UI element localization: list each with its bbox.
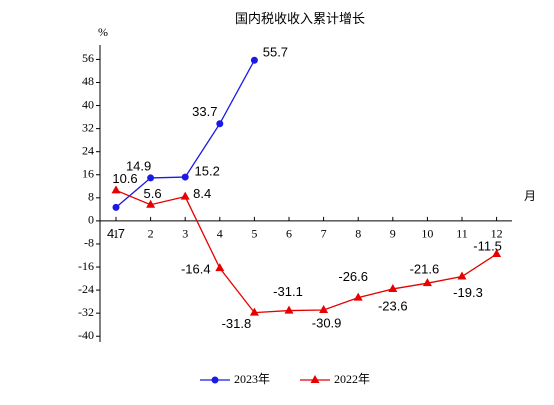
y-tick-label: 56 <box>82 51 94 65</box>
data-label: 10.6 <box>112 171 137 186</box>
point <box>112 203 120 211</box>
point <box>249 307 259 316</box>
point <box>388 283 398 292</box>
y-tick-label: 24 <box>82 143 94 157</box>
y-tick-label: -16 <box>78 259 94 273</box>
data-label: 55.7 <box>263 45 288 60</box>
x-axis-label: 月 <box>524 189 536 203</box>
x-tick-label: 12 <box>491 227 503 241</box>
x-tick-label: 5 <box>251 227 257 241</box>
y-tick-label: 40 <box>82 97 94 111</box>
point <box>146 199 156 208</box>
point <box>353 292 363 301</box>
data-label: -23.6 <box>378 298 408 313</box>
y-tick-label: 32 <box>82 120 94 134</box>
data-label: -31.8 <box>222 316 252 331</box>
x-tick-label: 3 <box>182 227 188 241</box>
data-label: -21.6 <box>410 262 440 277</box>
y-tick-label: -8 <box>84 236 94 250</box>
y-axis-label: % <box>98 25 108 39</box>
data-label: 14.9 <box>126 158 151 173</box>
y-tick-label: 16 <box>82 167 94 181</box>
point <box>250 56 258 64</box>
x-tick-label: 6 <box>286 227 292 241</box>
point <box>111 185 121 194</box>
y-tick-label: 8 <box>88 190 94 204</box>
x-tick-label: 2 <box>148 227 154 241</box>
point <box>216 120 224 128</box>
legend-label: 2023年 <box>234 372 270 386</box>
x-tick-label: 1 <box>113 227 119 241</box>
x-tick-label: 9 <box>390 227 396 241</box>
point <box>180 191 190 200</box>
point <box>319 304 329 313</box>
point <box>284 305 294 314</box>
data-label: -16.4 <box>181 262 211 277</box>
data-label: -19.3 <box>453 285 483 300</box>
y-tick-label: 0 <box>88 213 94 227</box>
x-tick-label: 7 <box>321 227 327 241</box>
data-label: -11.5 <box>473 238 502 253</box>
x-tick-label: 11 <box>456 227 468 241</box>
x-tick-label: 10 <box>421 227 433 241</box>
legend-label: 2022年 <box>334 372 370 386</box>
point <box>457 271 467 280</box>
data-label: 8.4 <box>193 186 211 201</box>
x-tick-label: 4 <box>217 227 223 241</box>
y-tick-label: -40 <box>78 328 94 342</box>
data-label: 33.7 <box>192 104 217 119</box>
point <box>310 375 320 383</box>
data-label: 4.7 <box>107 226 125 241</box>
chart-title: 国内税收收入累计增长 <box>235 11 365 26</box>
point <box>215 263 225 272</box>
data-label: -31.1 <box>273 284 303 299</box>
series-line <box>115 189 497 314</box>
y-tick-label: -32 <box>78 305 94 319</box>
point <box>422 278 432 287</box>
point <box>492 249 502 258</box>
y-tick-label: -24 <box>78 282 94 296</box>
data-label: -30.9 <box>312 315 342 330</box>
point <box>211 376 219 384</box>
point <box>181 173 189 181</box>
data-label: -26.6 <box>338 269 368 284</box>
data-label: 5.6 <box>144 186 162 201</box>
point <box>147 174 155 182</box>
data-label: 15.2 <box>195 164 220 179</box>
y-tick-label: 48 <box>82 74 94 88</box>
x-tick-label: 8 <box>355 227 361 241</box>
